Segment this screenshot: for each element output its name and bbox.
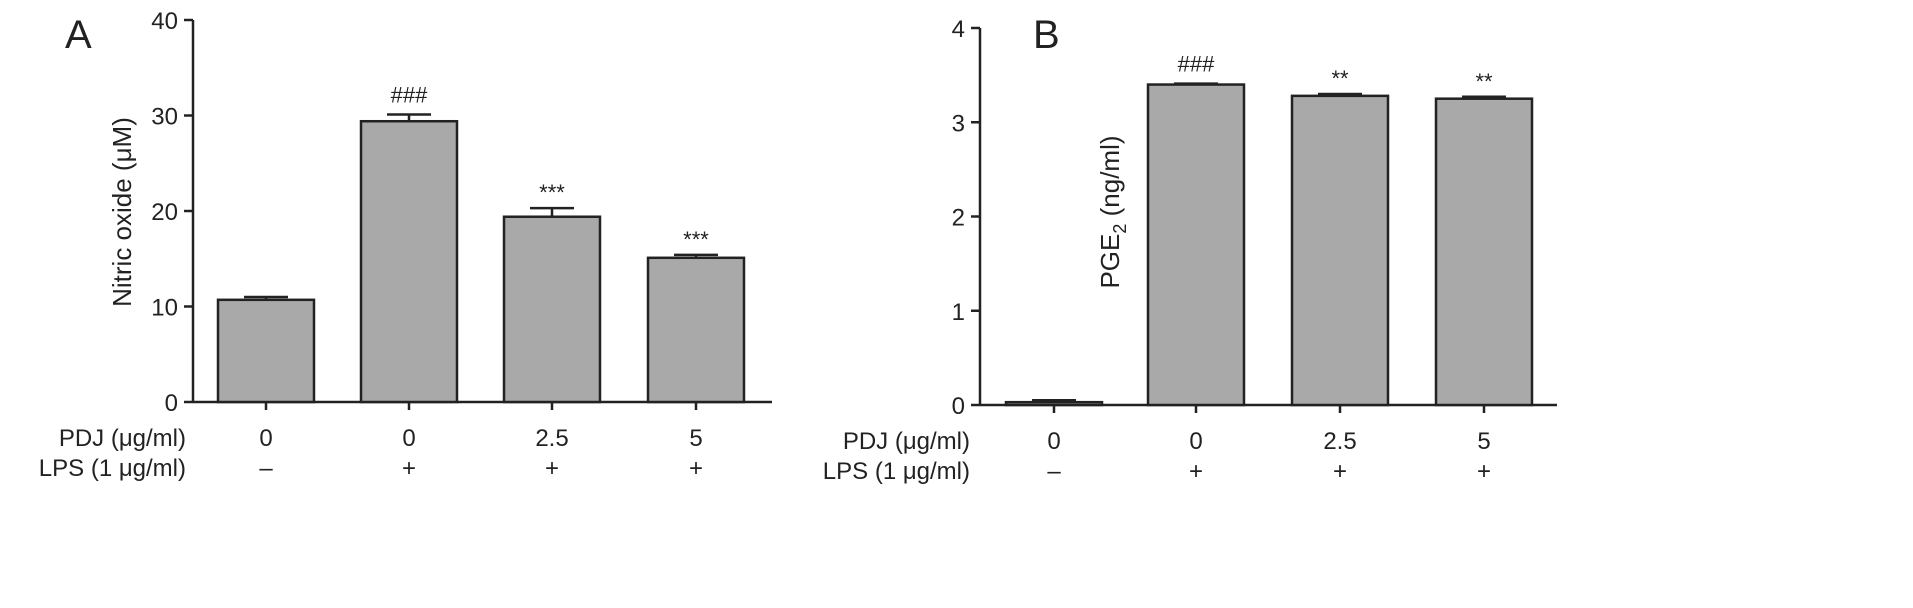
panel-a-bar [216, 298, 316, 404]
panel-b-y-tick-label: 0 [952, 393, 965, 420]
panel-a-row-cell: 0 [259, 425, 272, 452]
panel-b-row-cell: 0 [1189, 428, 1202, 455]
panel-b-y-axis-label-tail: (ng/ml) [1095, 135, 1125, 223]
panel-b-row-cell: 0 [1047, 428, 1060, 455]
panel-b-row-cell: + [1477, 458, 1491, 485]
panel-a-bar [359, 119, 459, 404]
panel-a-row-cell: 0 [402, 425, 415, 452]
panel-a-bar [502, 215, 602, 404]
panel-a-y-tick-label: 30 [151, 104, 178, 131]
panel-b-row-cell: + [1189, 458, 1203, 485]
panel-b-row-cell: 2.5 [1323, 428, 1356, 455]
panel-b-y-axis-label-sub: 2 [1110, 224, 1130, 234]
panel-b-significance-mark: ### [1178, 52, 1215, 77]
panel-a-significance-mark: *** [539, 180, 565, 205]
panel-a-row-label: LPS (1 μg/ml) [39, 455, 186, 482]
panel-a-row-cell: + [402, 455, 416, 482]
panel-b-y-axis-label-main: PGE [1095, 234, 1125, 289]
panel-b-bar [1434, 97, 1534, 407]
panel-b-row-cell: + [1333, 458, 1347, 485]
panel-a-bars: ### *** *** [216, 83, 746, 404]
panel-a-y-tick-label: 40 [151, 8, 178, 35]
panel-b-y-tick-label: 3 [952, 110, 965, 137]
panel-b-bars: ### ** ** [1004, 52, 1534, 407]
panel-b-bar [1290, 94, 1390, 407]
panel-a-y-tick-label: 20 [151, 199, 178, 226]
panel-b-bar [1004, 400, 1104, 407]
panel-a-label: A [65, 13, 92, 57]
panel-a-y-tick-label: 10 [151, 295, 178, 322]
panel-b-significance-mark: ** [1475, 69, 1493, 94]
panel-b-y-tick-label: 4 [952, 16, 965, 43]
panel-b-row-cell: – [1047, 458, 1061, 485]
panel-b-significance-mark: ** [1331, 66, 1349, 91]
panel-b-y-tick-label: 1 [952, 299, 965, 326]
panel-a-row-cell: 2.5 [535, 425, 568, 452]
panel-b-bar [1146, 83, 1246, 407]
panel-b-y-tick-label: 2 [952, 205, 965, 232]
panel-b-row-label: LPS (1 μg/ml) [823, 458, 970, 485]
panel-a-y-axis-label: Nitric oxide (μM) [107, 117, 137, 307]
panel-b-label: B [1033, 13, 1060, 57]
panel-b-row-cell: 5 [1477, 428, 1490, 455]
panel-a-row-cell: + [545, 455, 559, 482]
panel-a-significance-mark: ### [391, 83, 428, 108]
panel-b-row-label: PDJ (μg/ml) [843, 428, 970, 455]
panel-b-y-axis-label: PGE2 (ng/ml) [1095, 135, 1130, 288]
panel-a-bar [646, 256, 746, 404]
panel-a-significance-mark: *** [683, 227, 709, 252]
panel-a-y-tick-label: 0 [165, 390, 178, 417]
panel-a-row-cell: + [689, 455, 703, 482]
panel-a-row-cell: 5 [689, 425, 702, 452]
panel-a-row-cell: – [259, 455, 273, 482]
panel-b-treatment-table: PDJ (μg/ml) 0 0 2.5 5 LPS (1 μg/ml) – + + + [823, 428, 1491, 485]
panel-a-treatment-table: PDJ (μg/ml) 0 0 2.5 5 LPS (1 μg/ml) – + + + [39, 425, 703, 482]
panel-a-row-label: PDJ (μg/ml) [59, 425, 186, 452]
